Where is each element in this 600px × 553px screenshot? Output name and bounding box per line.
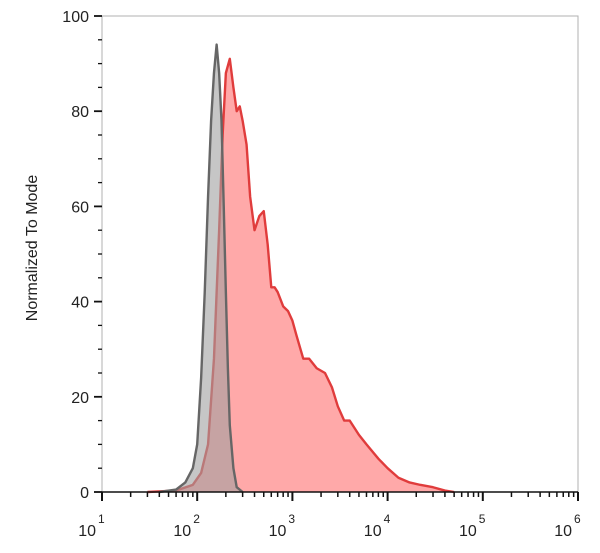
y-tick-label: 0	[80, 485, 89, 502]
x-tick-label-base: 10	[554, 523, 572, 540]
x-tick-label-base: 10	[78, 523, 96, 540]
x-tick-label-base: 10	[269, 523, 287, 540]
y-tick-label: 40	[71, 295, 89, 312]
series-1-line	[159, 43, 244, 494]
x-tick-label-exponent: 5	[479, 512, 486, 526]
y-tick-label: 100	[62, 9, 89, 26]
y-tick-label: 20	[71, 390, 89, 407]
x-tick-label-exponent: 4	[384, 512, 391, 526]
y-tick-label: 60	[71, 199, 89, 216]
y-tick-label: 80	[71, 104, 89, 121]
x-tick-label-exponent: 3	[288, 512, 295, 526]
x-tick-label-exponent: 1	[98, 512, 105, 526]
x-tick-label-base: 10	[364, 523, 382, 540]
x-tick-label-base: 10	[173, 523, 191, 540]
series-0-area	[147, 58, 455, 493]
x-tick-label-exponent: 6	[574, 512, 581, 526]
series-0-line	[147, 57, 455, 494]
x-tick-label-exponent: 2	[193, 512, 200, 526]
x-tick-label-base: 10	[459, 523, 477, 540]
y-axis-title: Normalized To Mode	[24, 175, 41, 322]
